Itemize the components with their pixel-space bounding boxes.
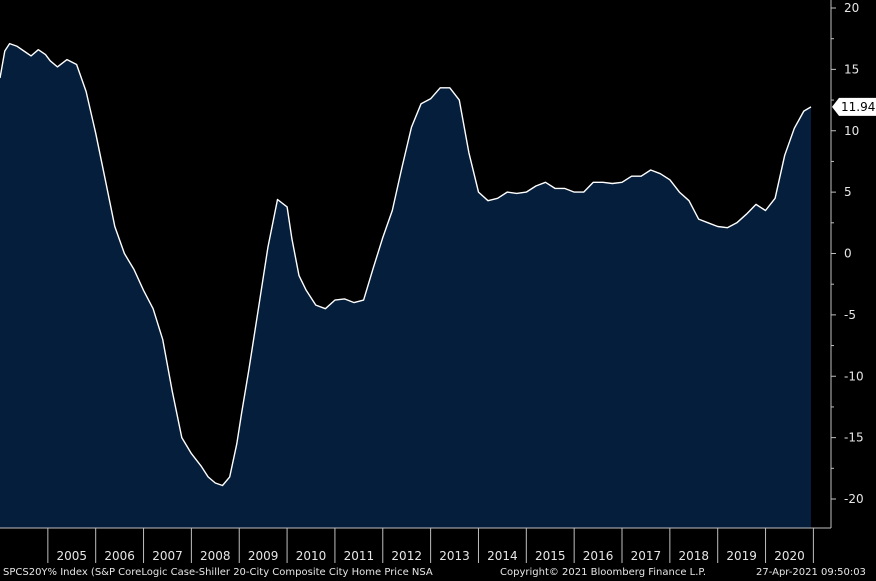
x-tick-label: 2015 [535, 549, 566, 563]
y-tick-label: 10 [844, 124, 859, 138]
x-tick-label: 2013 [439, 549, 470, 563]
footer-timestamp: 27-Apr-2021 09:50:03 [756, 567, 866, 578]
footer-copyright: Copyright© 2021 Bloomberg Finance L.P. [500, 567, 707, 578]
x-tick-label: 2010 [296, 549, 327, 563]
y-tick-label: 15 [844, 62, 859, 76]
x-tick-label: 2017 [631, 549, 662, 563]
last-value-marker [832, 97, 876, 116]
series-line [0, 42, 812, 487]
x-tick-label: 2019 [726, 549, 757, 563]
footer-index-description: SPCS20Y% Index (S&P CoreLogic Case-Shill… [3, 567, 433, 578]
last-value-label: 11.94 [841, 100, 875, 114]
x-tick-label: 2005 [56, 549, 87, 563]
series-area [0, 43, 811, 528]
x-tick-label: 2012 [391, 549, 422, 563]
y-tick-label: -10 [844, 369, 864, 383]
x-tick-label: 2016 [583, 549, 614, 563]
y-tick-label: -20 [844, 492, 864, 506]
chart-footer: SPCS20Y% Index (S&P CoreLogic Case-Shill… [0, 565, 876, 581]
x-tick-label: 2020 [774, 549, 805, 563]
y-tick-label: 5 [844, 185, 852, 199]
y-axis: 20 15 10 5 0 -5 -10 -15 -20 11.94 [830, 0, 876, 528]
x-tick-label: 2008 [200, 549, 231, 563]
x-tick-label: 2007 [152, 549, 183, 563]
y-tick-label: -5 [844, 308, 856, 322]
plot-area [0, 42, 812, 528]
x-tick-label: 2011 [344, 549, 375, 563]
y-tick-label: 0 [844, 247, 852, 261]
x-tick-label: 2006 [104, 549, 135, 563]
y-tick-label: 20 [844, 1, 859, 15]
x-tick-label: 2018 [679, 549, 710, 563]
x-tick-label: 2009 [248, 549, 279, 563]
x-axis: 2005 2006 2007 2008 2009 2010 2011 2012 2013 2014… [0, 527, 831, 563]
x-tick-label: 2014 [487, 549, 518, 563]
y-tick-label: -15 [844, 431, 864, 445]
